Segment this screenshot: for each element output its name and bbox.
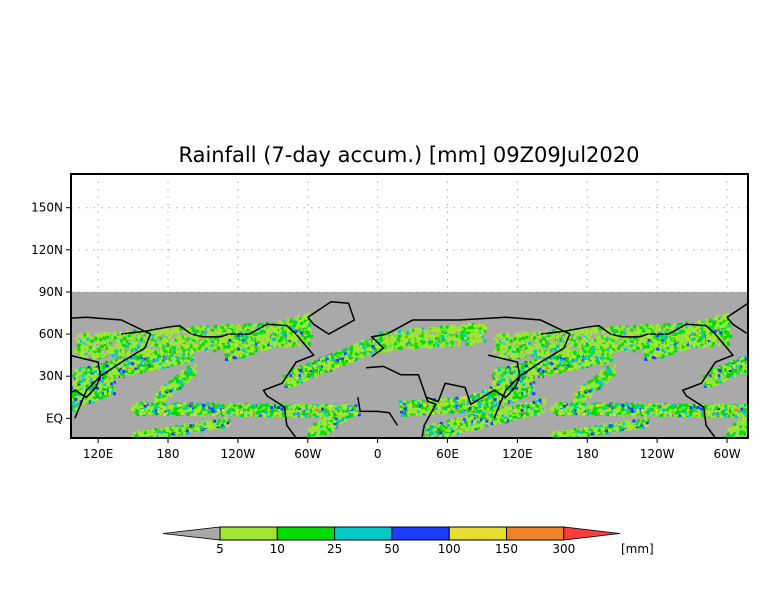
colorbar-box xyxy=(276,526,336,541)
colorbar-under-triangle xyxy=(162,526,221,541)
y-tick-label: 90N xyxy=(39,285,63,299)
coastline xyxy=(777,397,784,425)
coastline xyxy=(121,324,229,338)
y-tick-label: 150N xyxy=(31,201,63,215)
colorbar-label: 100 xyxy=(438,542,461,556)
colorbar-label: 10 xyxy=(270,542,285,556)
coastline xyxy=(488,354,521,419)
coastline xyxy=(0,366,17,438)
coastline xyxy=(540,324,649,338)
coastline xyxy=(647,323,735,438)
colorbar-label: 25 xyxy=(327,542,342,556)
x-tick-label: 120E xyxy=(502,447,533,461)
x-tick-label: 120W xyxy=(640,447,675,461)
colorbar-box xyxy=(506,526,565,541)
colorbar-box xyxy=(219,526,278,541)
colorbar-legend: 5 10 25 50 100 150 300 xyxy=(162,526,621,556)
colorbar-box xyxy=(334,526,393,541)
x-tick-label: 60W xyxy=(713,447,740,461)
colorbar-box xyxy=(448,526,508,541)
colorbar-label: 5 xyxy=(216,542,224,556)
x-tick-label: 180 xyxy=(576,447,599,461)
colorbar-unit: [mm] xyxy=(621,542,654,556)
colorbar-label: 150 xyxy=(495,542,518,556)
y-tick-label: 30N xyxy=(39,369,63,383)
coastline xyxy=(228,323,315,438)
colorbar-label: 50 xyxy=(384,542,399,556)
coastline xyxy=(71,316,152,399)
x-tick-label: 60E xyxy=(436,447,459,461)
colorbar-box xyxy=(391,526,450,541)
coastline xyxy=(726,302,748,335)
colorbar-over-triangle xyxy=(563,526,621,541)
coastline xyxy=(365,365,437,438)
coastline xyxy=(357,397,399,426)
coastline xyxy=(71,354,102,419)
x-tick-label: 60W xyxy=(294,447,321,461)
colorbar-label: 300 xyxy=(552,542,575,556)
coastline xyxy=(307,301,356,335)
map-title: Rainfall (7-day accum.) [mm] 09Z09Jul202… xyxy=(178,143,639,167)
x-tick-label: 180 xyxy=(157,447,180,461)
map-panel xyxy=(0,174,784,438)
map-frame xyxy=(70,173,749,439)
x-tick-label: 0 xyxy=(374,447,382,461)
x-tick-label: 120W xyxy=(221,447,256,461)
y-tick-label: 60N xyxy=(39,327,63,341)
y-tick-label: 120N xyxy=(31,243,63,257)
coastline xyxy=(370,316,571,406)
y-tick-label: EQ xyxy=(46,411,63,425)
x-tick-label: 120E xyxy=(83,447,114,461)
map-axes: 150N 120N 90N 60N 30N EQ 120E 180 120W 60W 0 60E 120… xyxy=(31,173,749,461)
